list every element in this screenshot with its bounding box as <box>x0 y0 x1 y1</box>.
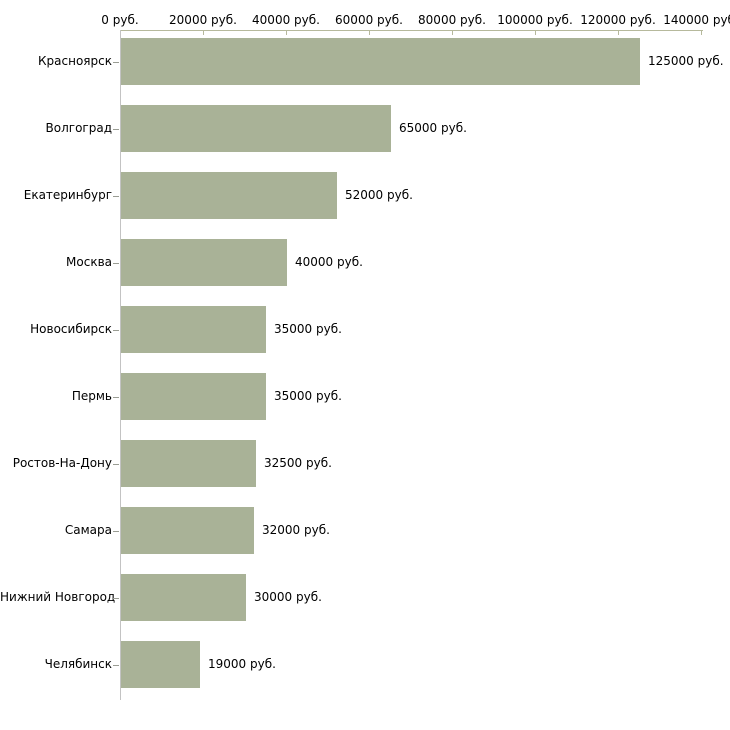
x-axis-tick-label: 20000 руб. <box>169 13 237 27</box>
bar <box>121 105 391 152</box>
x-axis-tick-label: 0 руб. <box>101 13 139 27</box>
bar-value-label: 40000 руб. <box>295 255 363 269</box>
y-axis-line <box>120 30 121 700</box>
category-tick <box>113 598 119 599</box>
bar-value-label: 32500 руб. <box>264 456 332 470</box>
category-tick <box>113 330 119 331</box>
category-tick <box>113 397 119 398</box>
x-axis-tick <box>369 31 370 35</box>
category-tick <box>113 196 119 197</box>
x-axis-tick-label: 60000 руб. <box>335 13 403 27</box>
x-axis-tick-label: 120000 руб. <box>580 13 656 27</box>
x-axis-tick <box>286 31 287 35</box>
category-label: Самара <box>64 523 112 537</box>
bar <box>121 239 287 286</box>
category-label: Красноярск <box>38 54 112 68</box>
bar <box>121 172 337 219</box>
x-axis-tick-label: 80000 руб. <box>418 13 486 27</box>
x-axis-tick-label: 140000 руб. <box>663 13 730 27</box>
x-axis-line <box>120 30 703 31</box>
category-tick <box>113 62 119 63</box>
category-label: Новосибирск <box>30 322 112 336</box>
bar-value-label: 65000 руб. <box>399 121 467 135</box>
bar-value-label: 35000 руб. <box>274 322 342 336</box>
x-axis-tick <box>535 31 536 35</box>
bar-value-label: 52000 руб. <box>345 188 413 202</box>
bar <box>121 306 266 353</box>
bar-value-label: 19000 руб. <box>208 657 276 671</box>
category-tick <box>113 129 119 130</box>
bar <box>121 641 200 688</box>
category-tick <box>113 531 119 532</box>
category-tick <box>113 263 119 264</box>
category-label: Волгоград <box>45 121 112 135</box>
category-label: Екатеринбург <box>23 188 112 202</box>
x-axis-tick <box>203 31 204 35</box>
category-tick <box>113 665 119 666</box>
x-axis-tick <box>618 31 619 35</box>
x-axis-tick <box>452 31 453 35</box>
bar-value-label: 32000 руб. <box>262 523 330 537</box>
bar <box>121 440 256 487</box>
category-label: Челябинск <box>44 657 112 671</box>
category-label: Нижний Новгород <box>0 590 116 604</box>
x-axis-tick-label: 40000 руб. <box>252 13 320 27</box>
category-label: Москва <box>66 255 112 269</box>
category-tick <box>113 464 119 465</box>
x-axis-tick-label: 100000 руб. <box>497 13 573 27</box>
bar <box>121 507 254 554</box>
x-axis-tick <box>701 31 702 35</box>
category-label: Ростов-На-Дону <box>12 456 112 470</box>
bar-value-label: 125000 руб. <box>648 54 724 68</box>
bar-value-label: 30000 руб. <box>254 590 322 604</box>
bar <box>121 574 246 621</box>
bar-value-label: 35000 руб. <box>274 389 342 403</box>
bar <box>121 38 640 85</box>
bar <box>121 373 266 420</box>
category-label: Пермь <box>71 389 112 403</box>
